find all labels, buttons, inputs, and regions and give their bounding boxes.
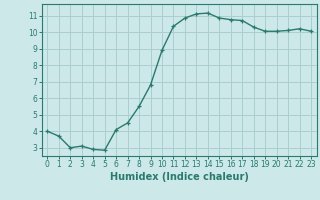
X-axis label: Humidex (Indice chaleur): Humidex (Indice chaleur) [110, 172, 249, 182]
